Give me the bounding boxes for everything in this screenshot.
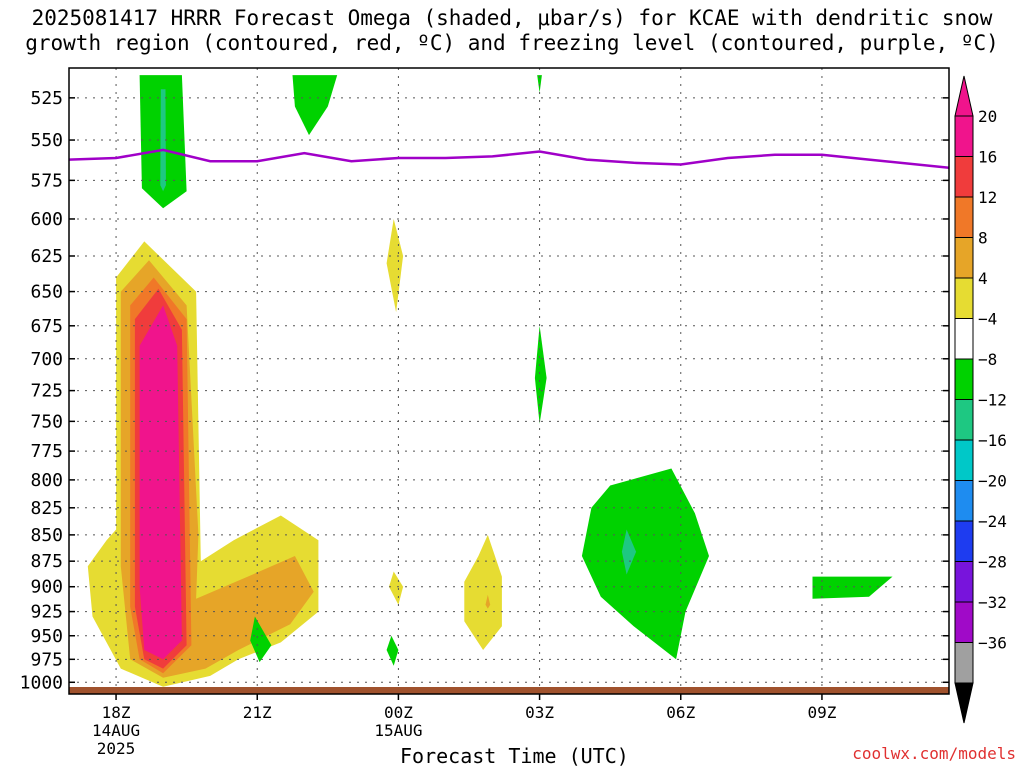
y-tick-label: 525 <box>30 88 63 109</box>
omega-region-sinking-green-2 <box>292 75 338 136</box>
omega-region-sinking-green-5 <box>386 635 399 666</box>
colorbar-label: 20 <box>978 107 997 126</box>
omega-region-sinking-green-6 <box>812 576 893 599</box>
y-tick-label: 600 <box>30 209 63 230</box>
credit-text: coolwx.com/models <box>852 744 1016 763</box>
y-tick-label: 950 <box>30 626 63 647</box>
colorbar-bottom-arrow <box>954 682 974 724</box>
colorbar-swatch <box>954 439 974 481</box>
colorbar-label: −8 <box>978 350 997 369</box>
colorbar-swatch <box>954 115 974 157</box>
colorbar-swatch <box>954 196 974 238</box>
y-axis: 525 550 575 600 625 650 675 700 725 750 775 800 825 8… <box>20 88 949 693</box>
colorbar-swatch <box>954 520 974 562</box>
y-tick-label: 775 <box>30 441 63 462</box>
omega-region-rising-magenta <box>139 305 182 660</box>
omega-region-sinking-green-mid <box>534 325 547 424</box>
colorbar-label: −24 <box>978 512 1007 531</box>
y-tick-label: 725 <box>30 381 63 402</box>
x-tick-label: 06Z <box>666 703 695 722</box>
chart-title: 2025081417 HRRR Forecast Omega (shaded, … <box>25 6 999 55</box>
x-tick-sublabel: 14AUG <box>92 721 140 740</box>
y-tick-label: 925 <box>30 602 63 623</box>
colorbar-swatch <box>954 561 974 603</box>
colorbar-swatch <box>954 237 974 279</box>
y-tick-label: 825 <box>30 498 63 519</box>
omega-region-sinking-green-3 <box>537 75 542 93</box>
colorbar-label: −28 <box>978 553 1007 572</box>
colorbar-swatch <box>954 318 974 360</box>
colorbar-swatch <box>954 399 974 441</box>
colorbar-label: 8 <box>978 229 988 248</box>
colorbar: 20 16 12 8 4 −4 −8 −12 −16 −20 −24 −28 −32 −36 <box>954 75 1007 724</box>
grid-layer <box>69 68 949 694</box>
y-tick-label: 975 <box>30 649 63 670</box>
y-tick-label: 625 <box>30 246 63 267</box>
omega-shading-layer <box>87 75 893 687</box>
colorbar-label: −32 <box>978 593 1007 612</box>
freezing-level-line <box>68 148 950 169</box>
colorbar-swatch <box>954 480 974 522</box>
y-tick-label: 1000 <box>20 672 63 693</box>
colorbar-top-arrow <box>954 75 974 117</box>
omega-region-sinking-teal-small <box>621 529 637 575</box>
colorbar-label: −20 <box>978 472 1007 491</box>
colorbar-label: 12 <box>978 188 997 207</box>
colorbar-swatch <box>954 642 974 684</box>
colorbar-swatch <box>954 358 974 400</box>
colorbar-label: 4 <box>978 269 988 288</box>
x-tick-label: 03Z <box>525 703 554 722</box>
y-tick-label: 700 <box>30 349 63 370</box>
plot-frame <box>68 67 950 695</box>
y-tick-label: 850 <box>30 525 63 546</box>
x-tick-label: 21Z <box>243 703 272 722</box>
omega-region-rising-yellow-small-2 <box>389 571 404 605</box>
x-tick-label: 09Z <box>807 703 836 722</box>
y-tick-label: 650 <box>30 282 63 303</box>
y-tick-label: 900 <box>30 577 63 598</box>
y-tick-label: 575 <box>30 170 63 191</box>
colorbar-label: −4 <box>978 310 997 329</box>
x-tick-sublabel: 15AUG <box>374 721 422 740</box>
colorbar-swatch <box>954 156 974 198</box>
x-tick-label: 00Z <box>384 703 413 722</box>
colorbar-label: −36 <box>978 634 1007 653</box>
colorbar-label: 16 <box>978 148 997 167</box>
omega-region-rising-gold-small <box>485 594 491 609</box>
y-tick-label: 875 <box>30 551 63 572</box>
omega-region-sinking-green-4 <box>250 616 272 663</box>
y-tick-label: 750 <box>30 411 63 432</box>
omega-region-rising-yellow-small-1 <box>386 219 404 313</box>
omega-region-sinking-teal-top <box>160 89 166 192</box>
x-tick-label: 18Z <box>102 703 131 722</box>
colorbar-swatch <box>954 601 974 643</box>
y-tick-label: 550 <box>30 130 63 151</box>
x-axis-label: Forecast Time (UTC) <box>400 744 629 768</box>
omega-region-rising-yellow-small-3 <box>464 534 502 650</box>
colorbar-swatch <box>954 277 974 319</box>
colorbar-label: −16 <box>978 431 1007 450</box>
ground-bar <box>69 687 949 694</box>
x-tick-sublabel: 2025 <box>97 739 136 758</box>
y-tick-label: 800 <box>30 470 63 491</box>
colorbar-label: −12 <box>978 391 1007 410</box>
y-tick-label: 675 <box>30 316 63 337</box>
